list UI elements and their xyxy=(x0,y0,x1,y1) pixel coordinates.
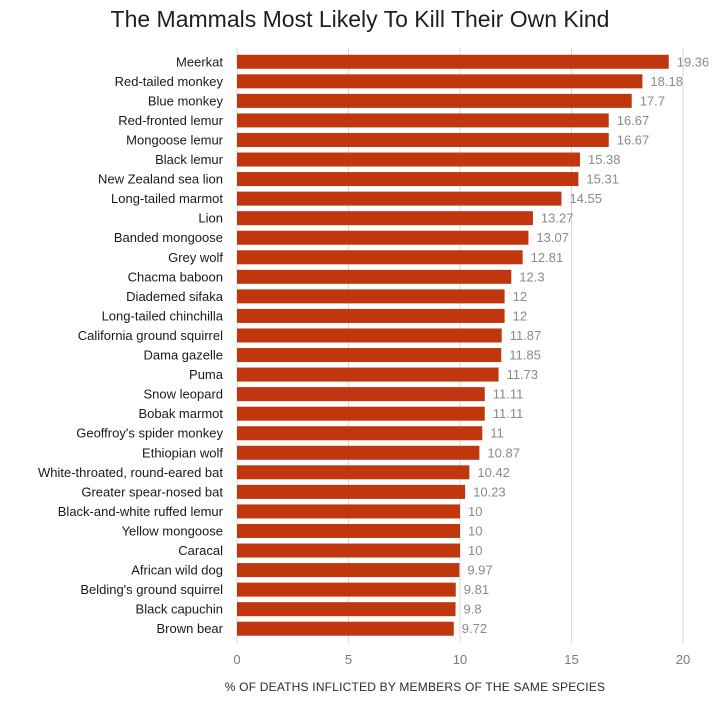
bar xyxy=(237,132,609,147)
x-tick-label: 20 xyxy=(676,652,690,667)
category-label: White-throated, round-eared bat xyxy=(38,465,223,480)
data-label: 10.42 xyxy=(477,465,510,480)
bar xyxy=(237,504,460,519)
bar xyxy=(237,269,512,284)
category-label: Ethiopian wolf xyxy=(142,445,223,460)
category-label: Grey wolf xyxy=(168,250,223,265)
category-label: Black lemur xyxy=(155,152,224,167)
data-label: 11.11 xyxy=(493,406,524,421)
bar xyxy=(237,523,460,538)
chart-title: The Mammals Most Likely To Kill Their Ow… xyxy=(110,6,610,32)
data-label: 11 xyxy=(490,426,504,441)
category-label: Yellow mongoose xyxy=(122,523,223,538)
category-label: Brown bear xyxy=(157,621,224,636)
category-label: Black-and-white ruffed lemur xyxy=(58,504,224,519)
data-label: 12 xyxy=(513,289,527,304)
data-label: 12.81 xyxy=(531,250,564,265)
bar xyxy=(237,230,529,245)
data-label: 9.72 xyxy=(462,621,487,636)
data-label: 11.85 xyxy=(509,348,541,363)
data-label: 9.8 xyxy=(464,602,482,617)
data-label: 17.7 xyxy=(640,93,665,108)
category-label: Bobak marmot xyxy=(138,406,223,421)
x-tick-label: 5 xyxy=(345,652,352,667)
bar xyxy=(237,602,456,617)
bar xyxy=(237,563,460,578)
data-label: 11.73 xyxy=(507,367,539,382)
category-label: Black capuchin xyxy=(136,602,223,617)
data-label: 19.36 xyxy=(677,54,710,69)
data-label: 15.31 xyxy=(586,172,619,187)
data-label: 11.11 xyxy=(493,387,524,402)
bar xyxy=(237,93,632,108)
data-label: 10.23 xyxy=(473,484,506,499)
data-label: 16.67 xyxy=(617,132,650,147)
bar xyxy=(237,348,502,363)
bar xyxy=(237,152,580,167)
data-label: 14.55 xyxy=(569,191,602,206)
data-label: 16.67 xyxy=(617,113,650,128)
bar xyxy=(237,387,485,402)
data-label: 10 xyxy=(468,543,482,558)
bar xyxy=(237,289,505,304)
bar xyxy=(237,445,480,460)
data-label: 9.81 xyxy=(464,582,489,597)
category-label: Long-tailed marmot xyxy=(111,191,223,206)
bar xyxy=(237,172,579,187)
bar xyxy=(237,113,609,128)
data-label: 10.87 xyxy=(487,445,520,460)
category-label: Red-tailed monkey xyxy=(115,74,224,89)
bar xyxy=(237,426,483,441)
bar xyxy=(237,465,470,480)
bar xyxy=(237,191,562,206)
category-label: Meerkat xyxy=(176,54,223,69)
category-label: Geoffroy's spider monkey xyxy=(76,426,223,441)
bar xyxy=(237,582,456,597)
category-label: Caracal xyxy=(178,543,223,558)
category-label: Chacma baboon xyxy=(128,269,223,284)
category-label: Dama gazelle xyxy=(144,348,224,363)
category-label: Blue monkey xyxy=(148,93,224,108)
data-label: 13.07 xyxy=(536,230,569,245)
x-tick-label: 10 xyxy=(453,652,467,667)
x-axis-label: % OF DEATHS INFLICTED BY MEMBERS OF THE … xyxy=(224,680,606,694)
category-label: Red-fronted lemur xyxy=(118,113,223,128)
category-label: Belding's ground squirrel xyxy=(80,582,223,597)
category-label: Lion xyxy=(198,211,223,226)
data-label: 15.38 xyxy=(588,152,621,167)
bar xyxy=(237,367,499,382)
bar xyxy=(237,308,505,323)
data-label: 11.87 xyxy=(510,328,542,343)
bar xyxy=(237,484,466,499)
bar xyxy=(237,328,502,343)
category-label: Greater spear-nosed bat xyxy=(81,484,223,499)
category-label: Diademed sifaka xyxy=(126,289,224,304)
x-tick-label: 15 xyxy=(564,652,578,667)
category-label: Puma xyxy=(189,367,224,382)
bar xyxy=(237,250,523,265)
category-label: Banded mongoose xyxy=(114,230,223,245)
data-label: 10 xyxy=(468,504,482,519)
bar xyxy=(237,211,533,226)
bar xyxy=(237,543,460,558)
bar xyxy=(237,621,454,636)
data-label: 13.27 xyxy=(541,211,574,226)
data-label: 9.97 xyxy=(467,563,492,578)
category-label: New Zealand sea lion xyxy=(98,172,223,187)
data-label: 12 xyxy=(513,308,527,323)
category-label: California ground squirrel xyxy=(78,328,223,343)
category-label: Mongoose lemur xyxy=(126,132,223,147)
data-label: 18.18 xyxy=(650,74,683,89)
bar xyxy=(237,54,669,69)
x-tick-label: 0 xyxy=(233,652,240,667)
bar xyxy=(237,406,485,421)
data-label: 12.3 xyxy=(519,269,544,284)
category-label: African wild dog xyxy=(131,563,223,578)
bar xyxy=(237,74,643,89)
category-label: Long-tailed chinchilla xyxy=(102,308,224,323)
category-label: Snow leopard xyxy=(144,387,224,402)
data-label: 10 xyxy=(468,523,482,538)
